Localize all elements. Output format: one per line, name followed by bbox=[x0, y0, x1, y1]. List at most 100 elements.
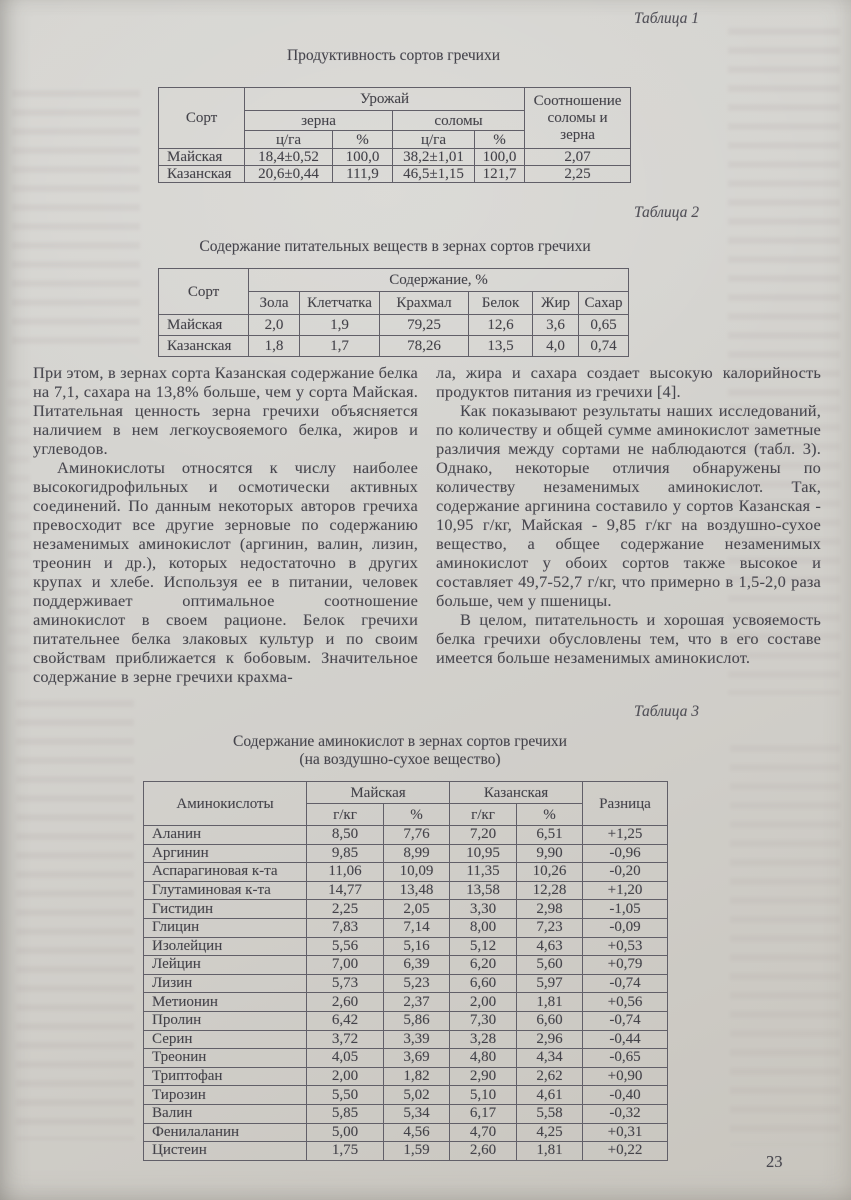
table-row: Майская 2,0 1,9 79,25 12,6 3,6 0,65 bbox=[158, 314, 629, 336]
value-cell: 0,74 bbox=[578, 335, 629, 357]
amino-acid-name-cell: Фенилаланин bbox=[143, 1122, 307, 1143]
table3-header-gkg: г/кг bbox=[306, 803, 384, 826]
table-row: Глицин 7,83 7,14 8,00 7,23 -0,09 bbox=[143, 917, 669, 938]
value-cell: 10,09 bbox=[383, 862, 450, 882]
table1-header-unit: ц/га bbox=[244, 130, 333, 149]
table-row: Треонин 4,05 3,69 4,80 4,34 -0,65 bbox=[143, 1048, 669, 1068]
right-column: ла, жира и сахара создает высокую калори… bbox=[436, 363, 821, 686]
value-cell: 20,6±0,44 bbox=[244, 165, 333, 183]
amino-acid-name-cell: Изолейцин bbox=[143, 936, 307, 957]
value-cell: +0,56 bbox=[582, 992, 669, 1012]
value-cell: 6,20 bbox=[449, 955, 517, 975]
table2-header-ash: Зола bbox=[248, 291, 300, 315]
table2-header-content: Содержание, % bbox=[248, 268, 629, 292]
value-cell: 121,7 bbox=[473, 165, 526, 183]
value-cell: 3,69 bbox=[383, 1048, 450, 1068]
value-cell: 8,99 bbox=[383, 843, 450, 864]
table-row: Валин 5,85 5,34 6,17 5,58 -0,32 bbox=[143, 1103, 669, 1124]
value-cell: 5,23 bbox=[383, 973, 450, 994]
table3-header-kazanskaya: Казанская bbox=[448, 781, 584, 804]
table3-units-row: г/кг % г/кг % bbox=[144, 803, 668, 826]
value-cell: 1,59 bbox=[383, 1141, 450, 1161]
paragraph: Аминокислоты относятся к числу наиболее … bbox=[33, 458, 418, 686]
paragraph: В целом, питательность и хорошая усвояем… bbox=[436, 610, 821, 667]
amino-acid-name-cell: Аланин bbox=[143, 825, 307, 845]
value-cell: 4,34 bbox=[515, 1048, 584, 1068]
value-cell: 13,5 bbox=[468, 335, 533, 357]
value-cell: 2,60 bbox=[449, 1141, 517, 1161]
value-cell: -0,74 bbox=[582, 1010, 669, 1031]
table1-title: Продуктивность сортов гречихи bbox=[286, 47, 501, 64]
value-cell: 1,81 bbox=[515, 1141, 584, 1161]
value-cell: 5,86 bbox=[383, 1010, 450, 1031]
table2-header-fat: Жир bbox=[532, 291, 579, 315]
value-cell: 5,12 bbox=[449, 936, 517, 957]
amino-acid-name-cell: Треонин bbox=[143, 1048, 307, 1068]
value-cell: +0,31 bbox=[582, 1122, 669, 1143]
paragraph: ла, жира и сахара создает высокую калори… bbox=[436, 363, 821, 401]
value-cell: 7,83 bbox=[306, 917, 384, 938]
table1-header-unit: ц/га bbox=[392, 130, 475, 149]
amino-acid-name-cell: Триптофан bbox=[143, 1066, 307, 1087]
table1-header-straw: соломы bbox=[391, 110, 526, 131]
value-cell: 7,00 bbox=[306, 955, 384, 975]
value-cell: 2,90 bbox=[449, 1066, 517, 1087]
table3-header-pct: % bbox=[515, 803, 584, 826]
value-cell: 2,07 bbox=[524, 148, 632, 166]
table3-header-maiskaya: Майская bbox=[306, 781, 450, 804]
value-cell: 0,65 bbox=[578, 314, 629, 336]
bleedthrough-texture bbox=[728, 28, 840, 398]
amino-acid-name-cell: Гистидин bbox=[143, 899, 307, 919]
paragraph: Как показывают результаты наших исследов… bbox=[436, 401, 821, 610]
value-cell: -0,20 bbox=[582, 862, 669, 882]
amino-acid-name-cell: Валин bbox=[143, 1103, 307, 1124]
table1-header-grain: зерна bbox=[244, 110, 393, 131]
value-cell: 8,00 bbox=[449, 917, 517, 938]
table-row: Тирозин 5,50 5,02 5,10 4,61 -0,40 bbox=[143, 1085, 669, 1105]
table-row: Аргинин 9,85 8,99 10,95 9,90 -0,96 bbox=[143, 843, 669, 864]
value-cell: 4,63 bbox=[515, 936, 584, 957]
value-cell: 3,30 bbox=[449, 899, 517, 919]
table1-subheader-row: зерна соломы bbox=[159, 110, 631, 131]
value-cell: 5,00 bbox=[306, 1122, 384, 1143]
table3-header-amino: Аминокислоты bbox=[143, 781, 307, 826]
value-cell: 2,60 bbox=[306, 992, 384, 1012]
amino-acid-name-cell: Метионин bbox=[143, 992, 307, 1012]
value-cell: -0,32 bbox=[582, 1103, 669, 1124]
value-cell: -0,74 bbox=[582, 973, 669, 994]
value-cell: 10,95 bbox=[449, 843, 517, 864]
table2-header-row: Сорт Содержание, % bbox=[158, 268, 629, 315]
amino-acid-name-cell: Глицин bbox=[143, 917, 307, 938]
value-cell: 12,6 bbox=[468, 314, 533, 336]
value-cell: 14,77 bbox=[306, 880, 384, 901]
value-cell: 111,9 bbox=[332, 165, 393, 183]
value-cell: 1,7 bbox=[299, 335, 380, 357]
table2-caption: Таблица 2 bbox=[633, 204, 699, 221]
value-cell: 2,25 bbox=[306, 899, 384, 919]
table1-header-ratio: Соотношение соломы и зерна bbox=[524, 87, 632, 149]
value-cell: 4,80 bbox=[449, 1048, 517, 1068]
table-row: Лейцин 7,00 6,39 6,20 5,60 +0,79 bbox=[143, 955, 669, 975]
value-cell: 5,58 bbox=[515, 1103, 584, 1124]
table-row: Метионин 2,60 2,37 2,00 1,81 +0,56 bbox=[143, 992, 669, 1012]
table3: Аминокислоты Майская Казанская Разница г… bbox=[143, 781, 669, 1161]
table-row: Изолейцин 5,56 5,16 5,12 4,63 +0,53 bbox=[143, 936, 669, 957]
variety-name-cell: Казанская bbox=[158, 165, 245, 183]
value-cell: 2,96 bbox=[515, 1029, 584, 1050]
value-cell: 13,48 bbox=[383, 880, 450, 901]
value-cell: 79,25 bbox=[379, 314, 469, 336]
table1-header-pct: % bbox=[332, 130, 393, 149]
value-cell: 5,50 bbox=[306, 1085, 384, 1105]
value-cell: 11,06 bbox=[306, 862, 384, 882]
value-cell: -0,65 bbox=[582, 1048, 669, 1068]
value-cell: 7,20 bbox=[449, 825, 517, 845]
table3-title-line2: (на воздушно-сухое вещество) bbox=[299, 751, 501, 768]
table2-header-protein: Белок bbox=[468, 291, 533, 315]
table3-header-row: Аминокислоты Майская Казанская Разница bbox=[143, 781, 669, 826]
value-cell: 5,73 bbox=[306, 973, 384, 994]
bleedthrough-texture bbox=[8, 380, 30, 680]
variety-name-cell: Казанская bbox=[158, 335, 249, 357]
table-row: Аланин 8,50 7,76 7,20 6,51 +1,25 bbox=[143, 825, 669, 845]
value-cell: 4,05 bbox=[306, 1048, 384, 1068]
value-cell: 3,72 bbox=[306, 1029, 384, 1050]
